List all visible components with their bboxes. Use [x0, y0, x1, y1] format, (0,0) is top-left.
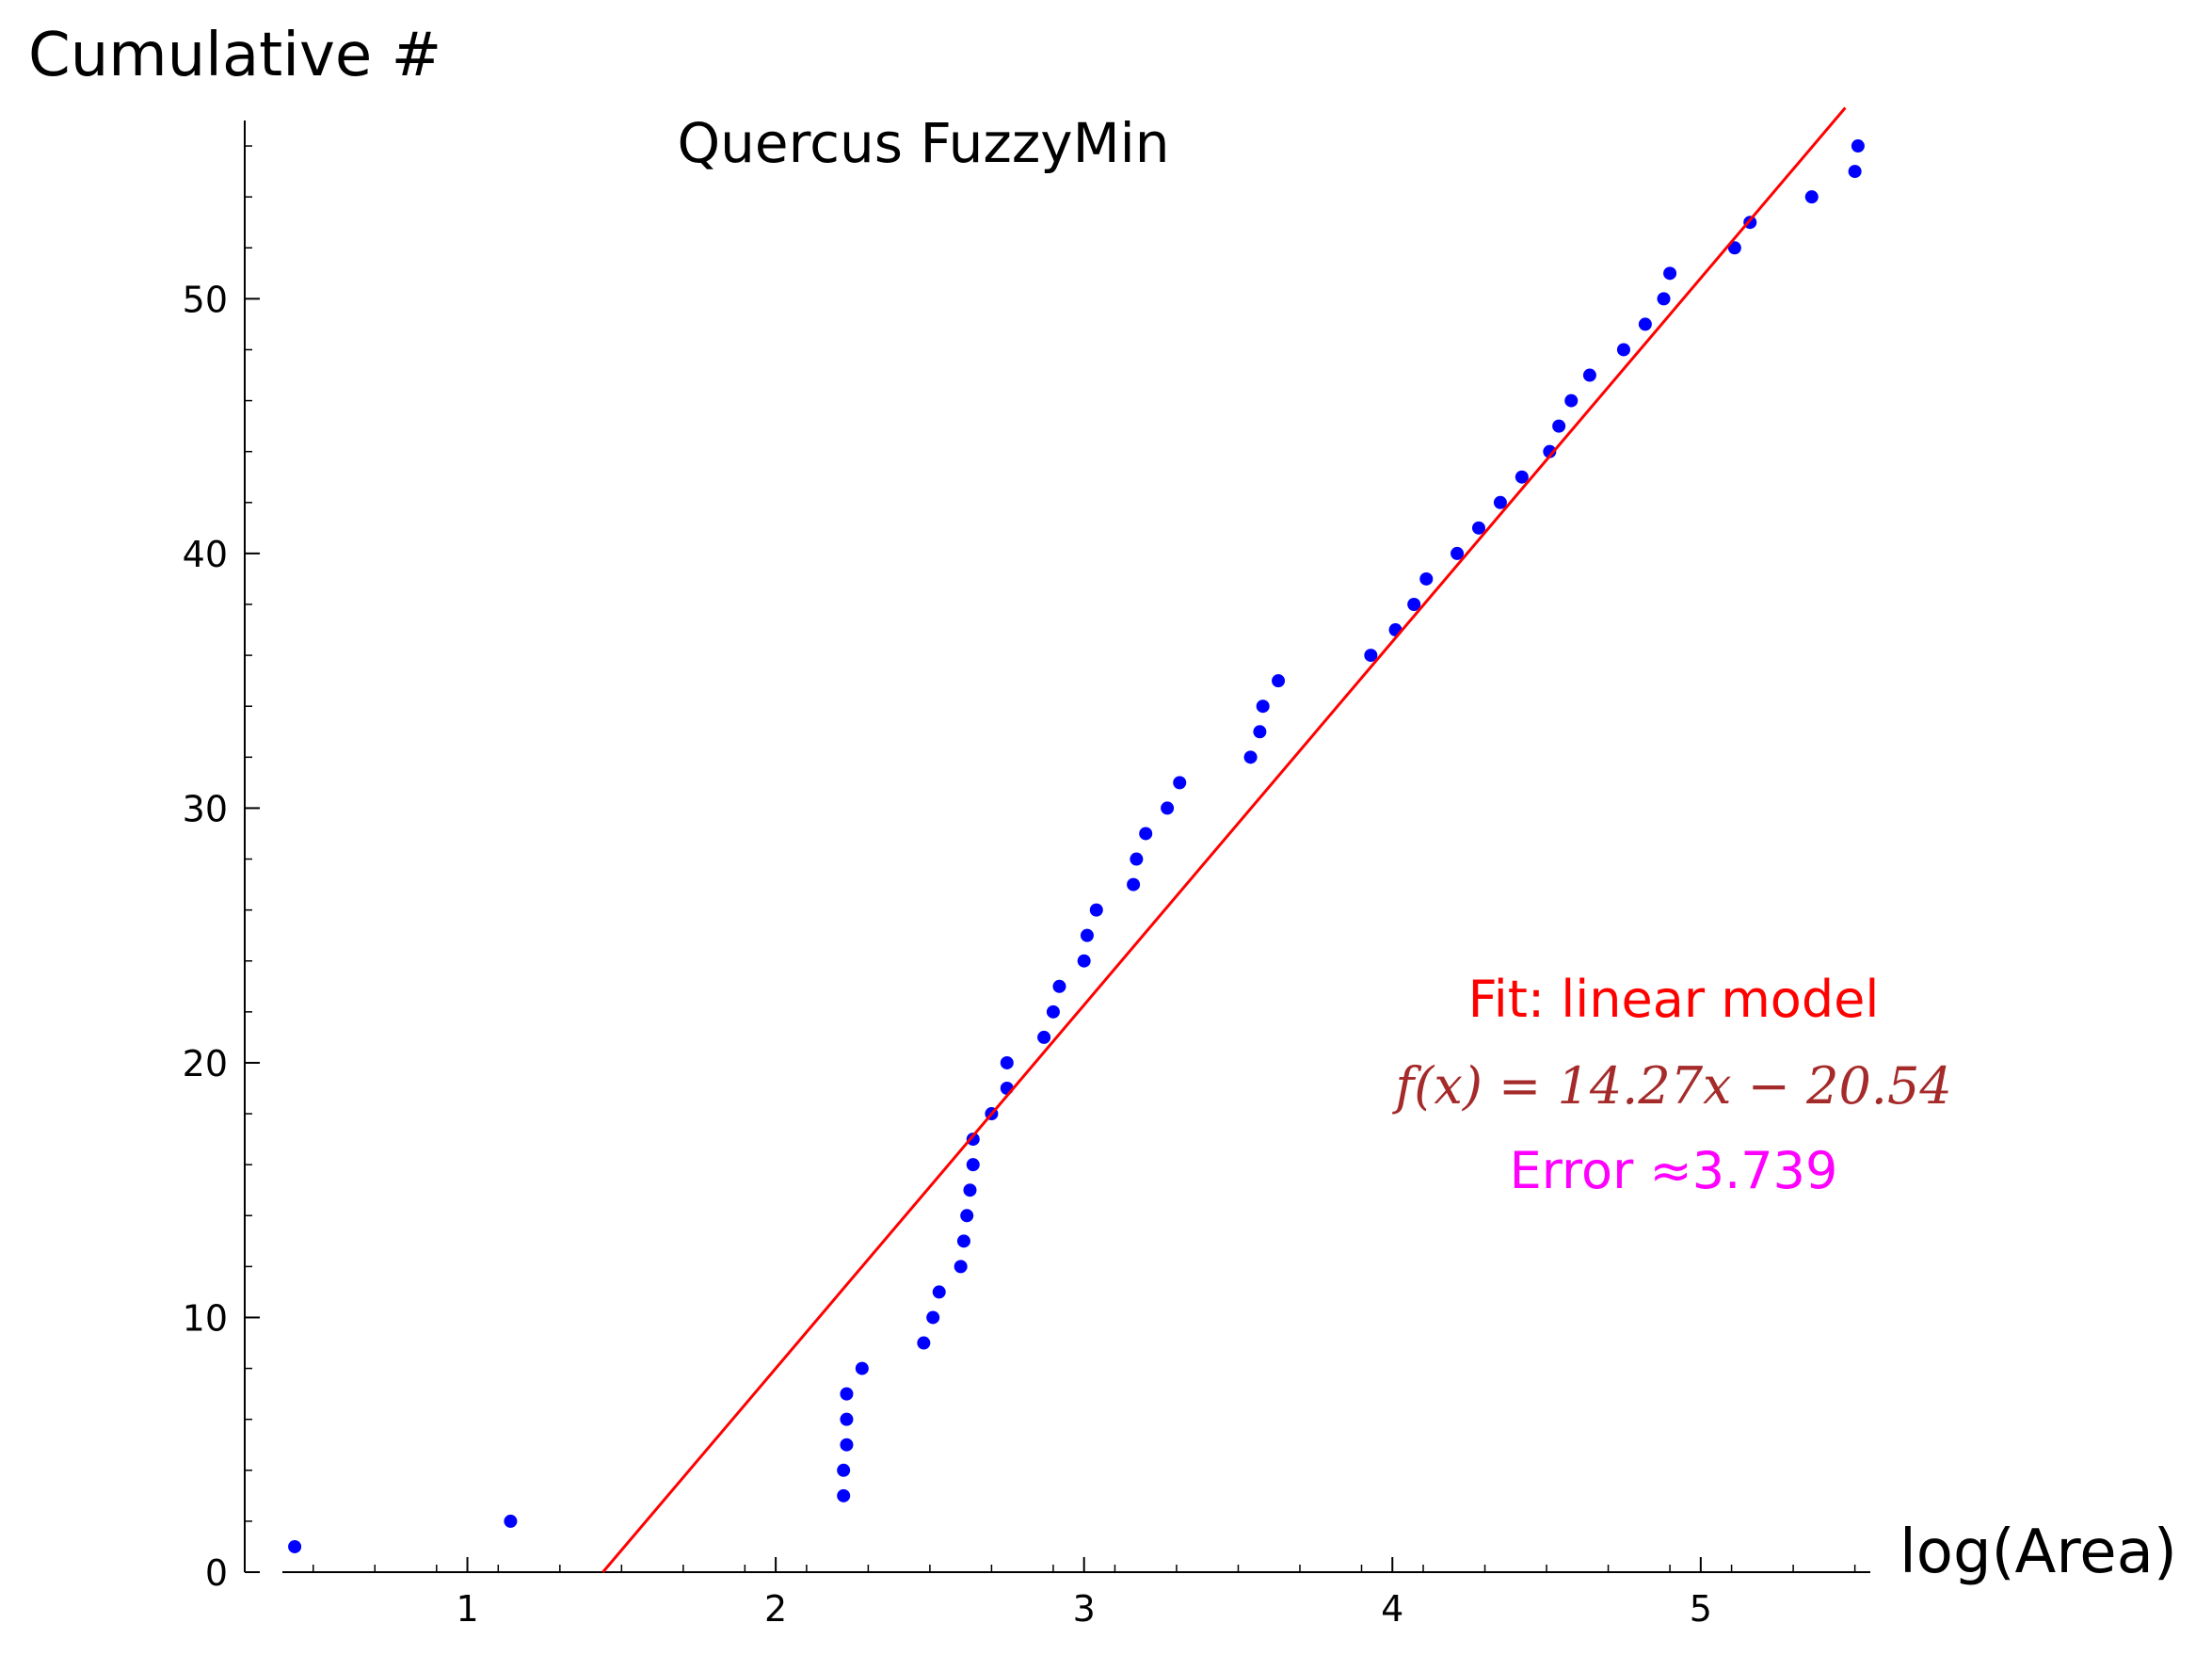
y-tick-label: 0 — [205, 1552, 228, 1594]
data-point — [1161, 801, 1175, 815]
data-point — [917, 1336, 931, 1350]
data-point — [960, 1209, 974, 1223]
data-point — [1272, 674, 1286, 688]
data-point — [1515, 470, 1529, 484]
x-tick-label: 1 — [456, 1588, 478, 1630]
chart-title: Quercus FuzzyMin — [677, 111, 1169, 175]
data-point — [1552, 419, 1566, 433]
data-point — [966, 1158, 980, 1172]
data-point — [1407, 598, 1421, 611]
data-point — [1130, 852, 1144, 866]
x-tick-label: 4 — [1381, 1588, 1403, 1630]
data-point — [1077, 954, 1091, 968]
data-point — [1037, 1030, 1051, 1044]
data-point — [1543, 444, 1557, 458]
x-tick-label: 3 — [1073, 1588, 1096, 1630]
data-point — [504, 1514, 518, 1528]
data-point — [1080, 928, 1094, 942]
y-tick-label: 10 — [183, 1297, 228, 1339]
data-point — [1127, 877, 1141, 892]
x-tick-label: 2 — [764, 1588, 787, 1630]
data-point — [1848, 165, 1862, 179]
data-point — [1851, 139, 1865, 153]
data-point — [1471, 521, 1485, 535]
data-point — [1419, 571, 1434, 586]
data-point — [1243, 750, 1258, 764]
data-point — [1173, 776, 1187, 790]
data-point — [963, 1183, 977, 1197]
fit-label: Fit: linear model — [1468, 970, 1880, 1029]
data-point — [840, 1412, 854, 1426]
x-axis-label: log(Area) — [1899, 1518, 2177, 1587]
data-point — [1493, 495, 1507, 509]
data-point — [1451, 546, 1465, 560]
data-point — [1663, 266, 1677, 281]
data-point — [1046, 1004, 1060, 1019]
data-point — [966, 1133, 980, 1147]
data-point — [1657, 292, 1671, 306]
data-point — [1256, 699, 1270, 714]
data-point — [1616, 343, 1630, 357]
data-point — [1000, 1055, 1014, 1069]
y-tick-label: 30 — [183, 788, 228, 829]
data-point — [288, 1539, 302, 1553]
data-point — [1582, 368, 1596, 382]
formula-label: f(x) = 14.27x − 20.54 — [1391, 1056, 1951, 1116]
data-point — [840, 1387, 854, 1401]
data-point — [1727, 241, 1741, 255]
error-label: Error ≈3.739 — [1510, 1141, 1838, 1200]
y-tick-label: 40 — [183, 534, 228, 575]
data-point — [1564, 394, 1579, 408]
data-point — [1052, 979, 1066, 993]
fit-line — [601, 106, 1847, 1573]
data-point — [926, 1310, 940, 1325]
data-point — [855, 1361, 869, 1375]
data-point — [1089, 903, 1103, 917]
data-point — [956, 1234, 970, 1248]
data-point — [840, 1438, 854, 1452]
data-point — [1804, 190, 1819, 204]
data-point — [837, 1463, 851, 1477]
data-point — [1139, 827, 1153, 841]
y-tick-label: 20 — [183, 1043, 228, 1085]
x-tick-label: 5 — [1690, 1588, 1712, 1630]
data-point — [1638, 317, 1652, 331]
data-point — [1364, 649, 1378, 663]
data-point — [954, 1260, 968, 1274]
data-point — [932, 1285, 946, 1299]
data-point — [1253, 725, 1267, 739]
y-tick-label: 50 — [183, 279, 228, 320]
data-point — [837, 1488, 851, 1502]
y-axis-label: Cumulative # — [28, 21, 441, 90]
